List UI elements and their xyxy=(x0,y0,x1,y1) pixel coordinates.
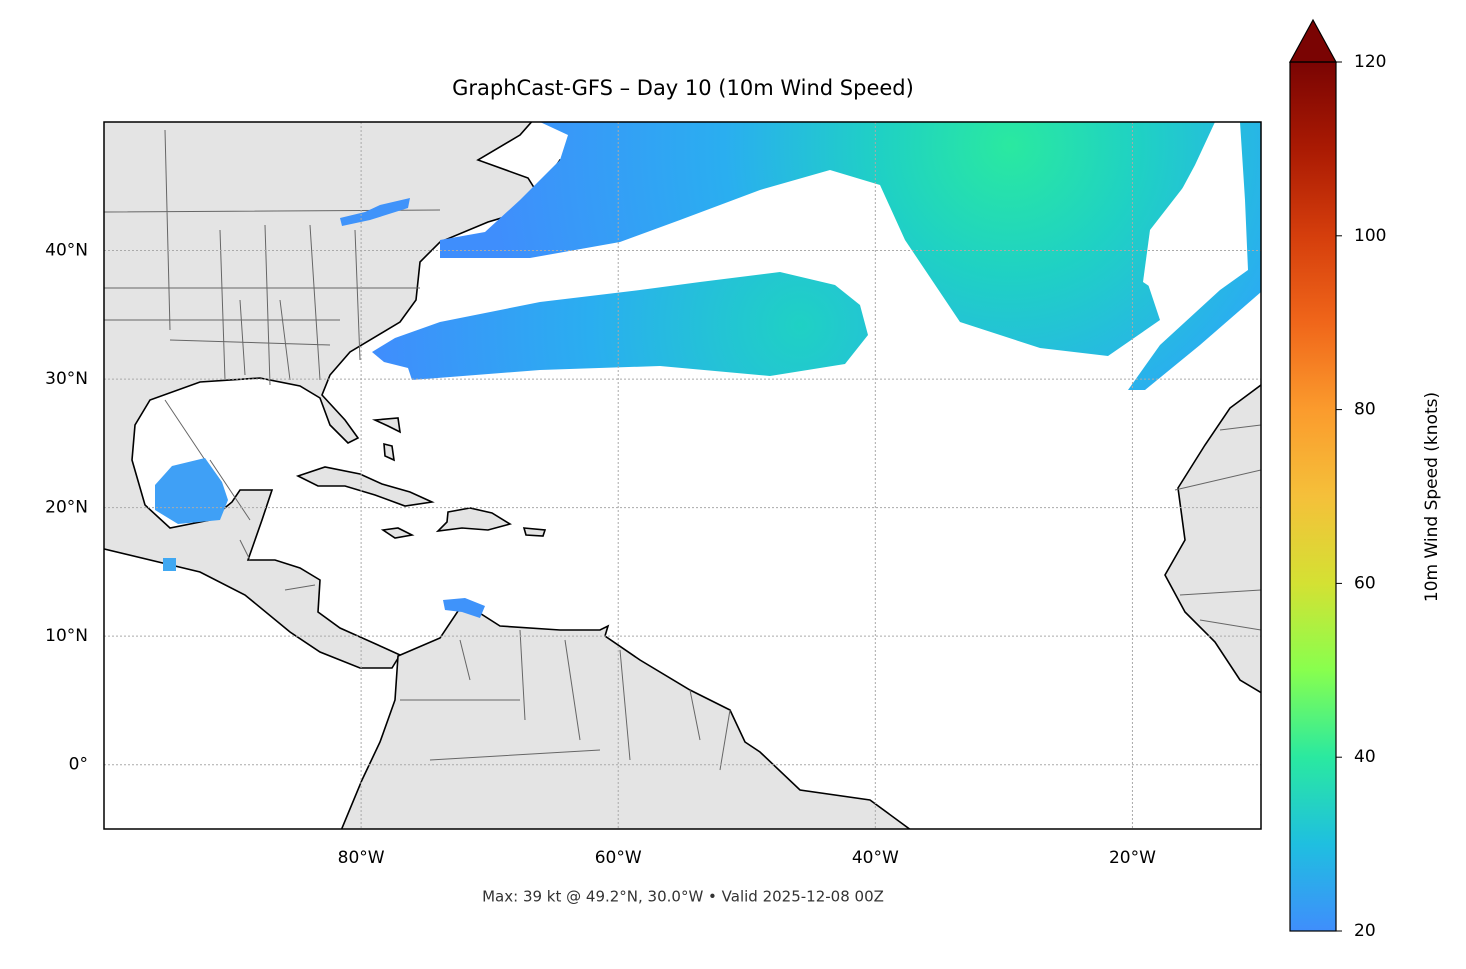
colorbar-tick-label: 20 xyxy=(1354,921,1376,941)
colorbar-frame xyxy=(1289,61,1337,932)
y-tick-label: 20°N xyxy=(45,498,88,518)
colorbar-extend xyxy=(1288,18,1338,63)
land xyxy=(435,507,512,533)
y-tick-label: 40°N xyxy=(45,241,88,261)
grid xyxy=(104,122,1261,829)
land xyxy=(383,442,395,462)
plot-frame xyxy=(103,121,1262,830)
x-tick-label: 60°W xyxy=(595,848,642,868)
land xyxy=(340,607,911,829)
colorbar-tick-label: 120 xyxy=(1354,52,1386,72)
y-tick-label: 10°N xyxy=(45,626,88,646)
wind-field xyxy=(440,122,1215,356)
footer-note: Max: 39 kt @ 49.2°N, 30.0°W • Valid 2025… xyxy=(482,888,884,906)
chart-title: GraphCast-GFS – Day 10 (10m Wind Speed) xyxy=(452,76,914,100)
land xyxy=(1164,383,1261,694)
y-tick-label: 30°N xyxy=(45,369,88,389)
map-layer xyxy=(104,122,1261,829)
land xyxy=(371,417,402,434)
land xyxy=(295,466,435,507)
border xyxy=(104,129,1261,771)
wind-gap xyxy=(1143,140,1240,300)
x-tick-label: 40°W xyxy=(852,848,899,868)
wind-field xyxy=(163,558,176,571)
wind-field xyxy=(340,198,410,226)
wind-field xyxy=(372,272,868,380)
colorbar-tick-label: 60 xyxy=(1354,573,1376,593)
x-tick-label: 80°W xyxy=(338,848,385,868)
wind-field xyxy=(443,598,485,618)
colorbar xyxy=(1290,62,1336,931)
y-tick-label: 0° xyxy=(69,755,88,775)
land xyxy=(380,527,415,539)
colorbar-tick-label: 80 xyxy=(1354,400,1376,420)
colorbar-tick-label: 100 xyxy=(1354,226,1386,246)
land xyxy=(522,527,547,537)
colorbar-label: 10m Wind Speed (knots) xyxy=(1422,392,1442,602)
colorbar-tick-label: 40 xyxy=(1354,747,1376,767)
wind-field xyxy=(1128,122,1261,390)
x-tick-label: 20°W xyxy=(1109,848,1156,868)
